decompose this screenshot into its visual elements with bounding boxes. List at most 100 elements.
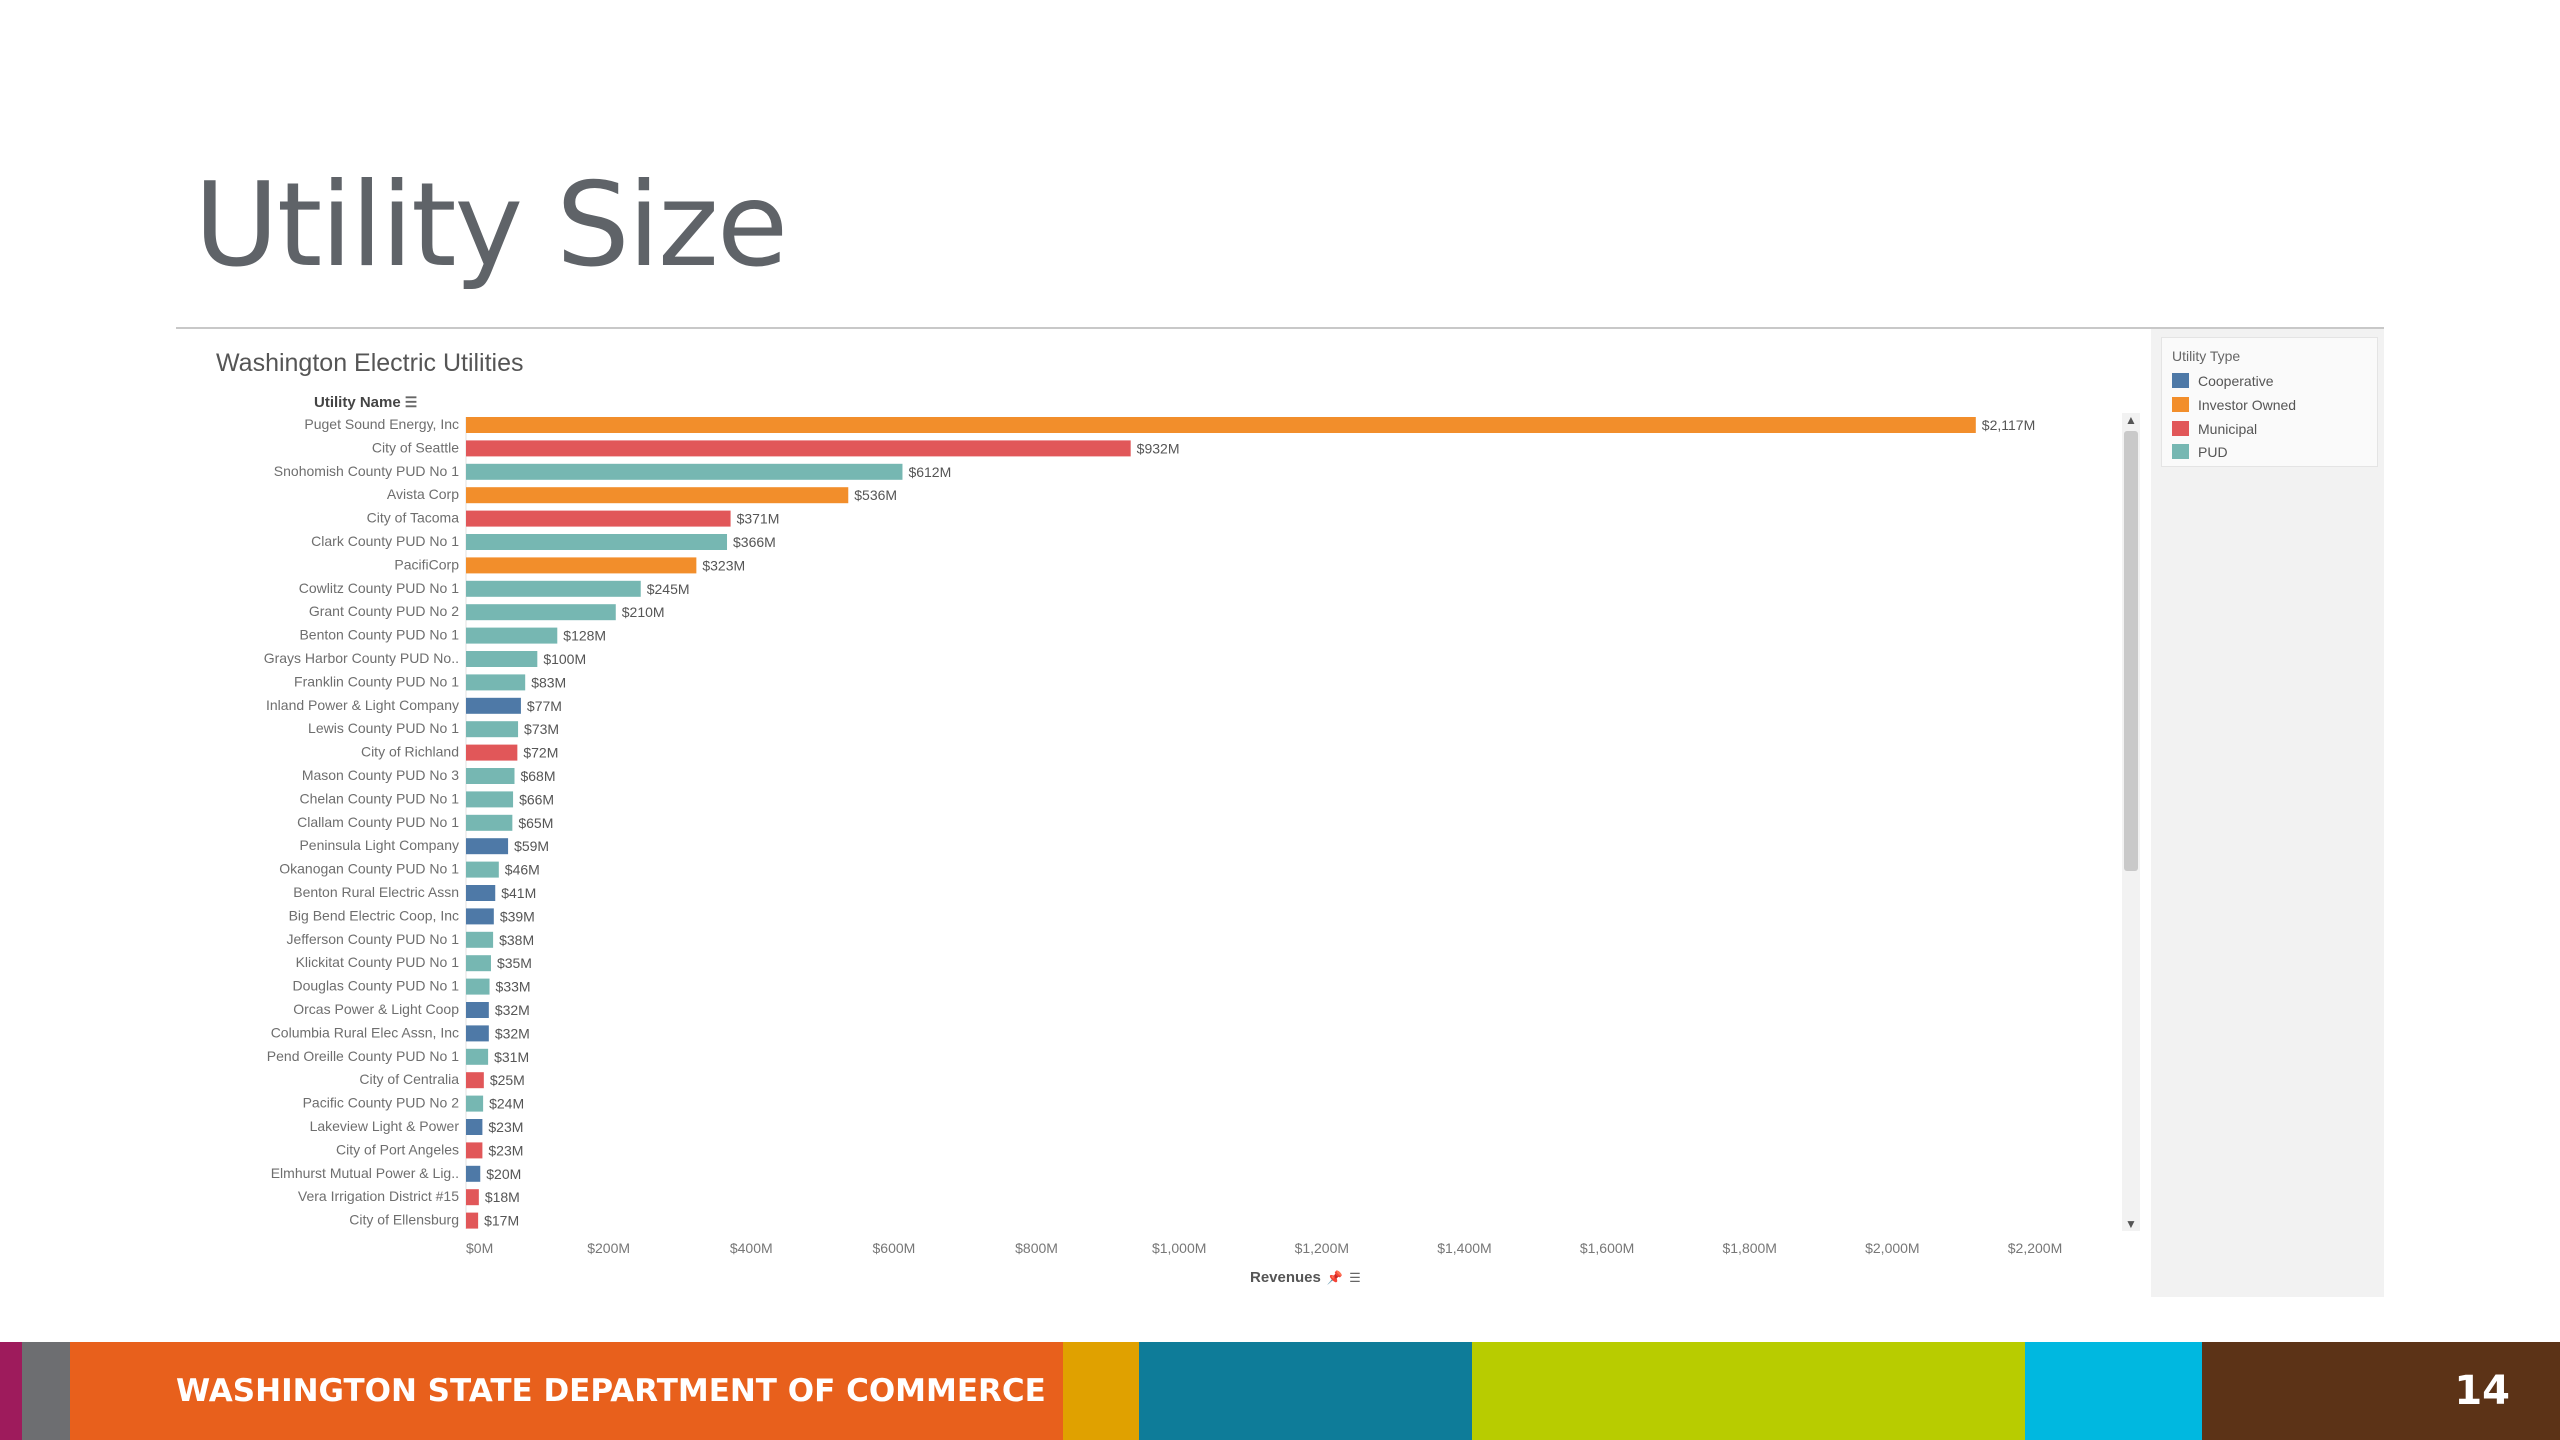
bar[interactable]	[466, 674, 526, 691]
page-number: 14	[2454, 1368, 2510, 1414]
legend-item-cooperative[interactable]: Cooperative	[2172, 372, 2274, 390]
legend: Utility Type Cooperative Investor Owned …	[2161, 337, 2378, 467]
bar[interactable]	[466, 440, 1131, 457]
bar[interactable]	[466, 768, 515, 784]
bar[interactable]	[466, 1095, 484, 1112]
bar[interactable]	[466, 1142, 483, 1159]
bar[interactable]	[466, 651, 538, 667]
bar[interactable]	[466, 885, 496, 901]
chevron-up-icon[interactable]: ▲	[2125, 413, 2137, 427]
category-label: City of Centralia	[359, 1071, 459, 1087]
x-tick-label: $0M	[466, 1240, 493, 1256]
legend-swatch	[2172, 421, 2189, 437]
legend-item-pud[interactable]: PUD	[2172, 443, 2228, 461]
bar[interactable]	[466, 908, 494, 925]
axis-title: Revenues 📌 ☰	[1250, 1269, 1361, 1286]
bar[interactable]	[466, 1002, 489, 1018]
category-label: Pend Oreille County PUD No 1	[267, 1048, 459, 1064]
data-label: $24M	[489, 1096, 524, 1112]
scrollbar[interactable]: ▲ ▼	[2122, 413, 2140, 1231]
data-label: $83M	[531, 674, 566, 690]
category-label: Avista Corp	[387, 486, 459, 502]
data-label: $39M	[500, 908, 535, 924]
legend-label: Investor Owned	[2198, 396, 2297, 413]
category-label: Clallam County PUD No 1	[297, 814, 459, 830]
category-label: Big Bend Electric Coop, Inc	[289, 907, 459, 923]
pin-icon[interactable]: 📌	[1326, 1270, 1344, 1285]
legend-swatch	[2172, 444, 2189, 460]
category-label: Jefferson County PUD No 1	[287, 931, 460, 947]
data-label: $46M	[505, 862, 540, 878]
bar[interactable]	[466, 791, 514, 808]
data-label: $17M	[484, 1213, 519, 1229]
footer-bar: WASHINGTON STATE DEPARTMENT OF COMMERCE …	[0, 1342, 2560, 1440]
data-label: $23M	[488, 1142, 523, 1158]
bar[interactable]	[466, 463, 903, 480]
bar[interactable]	[466, 955, 491, 972]
title-divider	[176, 327, 2384, 329]
legend-item-municipal[interactable]: Municipal	[2172, 420, 2257, 438]
axis-title-label: Revenues	[1250, 1269, 1321, 1286]
data-label: $68M	[520, 768, 555, 784]
scroll-thumb[interactable]	[2124, 431, 2138, 871]
data-label: $18M	[485, 1189, 520, 1205]
category-label: Benton County PUD No 1	[299, 627, 459, 643]
bar[interactable]	[466, 861, 499, 878]
bar[interactable]	[466, 534, 728, 550]
bar[interactable]	[466, 487, 849, 504]
bar[interactable]	[466, 978, 490, 995]
data-label: $23M	[488, 1119, 523, 1135]
category-label: City of Richland	[361, 744, 459, 760]
category-label: Inland Power & Light Company	[266, 697, 459, 713]
field-header-label: Utility Name	[314, 394, 401, 411]
data-label: $323M	[702, 557, 745, 573]
footer-color-segment	[2202, 1342, 2560, 1440]
bar[interactable]	[466, 931, 494, 948]
bar[interactable]	[466, 697, 521, 714]
bar[interactable]	[466, 1165, 481, 1182]
category-label: Pacific County PUD No 2	[303, 1095, 460, 1111]
field-header[interactable]: Utility Name ☰	[314, 394, 417, 411]
chevron-down-icon[interactable]: ▼	[2125, 1217, 2137, 1231]
bar[interactable]	[466, 1119, 483, 1135]
category-label: City of Port Angeles	[336, 1141, 459, 1157]
data-label: $33M	[496, 979, 531, 995]
footer-color-segment	[70, 1342, 1063, 1440]
bar[interactable]	[466, 580, 641, 597]
x-tick-label: $1,200M	[1295, 1240, 1349, 1256]
category-label: Mason County PUD No 3	[302, 767, 459, 783]
category-label: Clark County PUD No 1	[311, 533, 459, 549]
footer-color-segment	[22, 1342, 70, 1440]
legend-item-investor-owned[interactable]: Investor Owned	[2172, 396, 2296, 414]
data-label: $73M	[524, 721, 559, 737]
sort-icon[interactable]: ☰	[404, 394, 418, 410]
bar[interactable]	[466, 510, 731, 527]
bar[interactable]	[466, 1072, 484, 1089]
category-label: Franklin County PUD No 1	[294, 673, 459, 689]
bar[interactable]	[466, 814, 513, 831]
bar[interactable]	[466, 1048, 489, 1065]
category-label: Benton Rural Electric Assn	[293, 884, 459, 900]
bar[interactable]	[466, 838, 509, 855]
data-label: $59M	[514, 838, 549, 854]
bar[interactable]	[466, 604, 616, 621]
data-label: $2,117M	[1982, 417, 2035, 433]
footer-color-segment	[0, 1342, 22, 1440]
bar[interactable]	[466, 627, 558, 644]
bar[interactable]	[466, 1212, 479, 1229]
footer-text: WASHINGTON STATE DEPARTMENT OF COMMERCE	[176, 1373, 1046, 1409]
category-label: Peninsula Light Company	[299, 837, 459, 853]
data-label: $66M	[519, 791, 554, 807]
bar[interactable]	[466, 721, 519, 738]
footer-color-segment	[1472, 1342, 2025, 1440]
bar[interactable]	[466, 417, 1976, 433]
x-tick-label: $2,200M	[2008, 1240, 2062, 1256]
bar[interactable]	[466, 557, 697, 574]
bar[interactable]	[466, 744, 518, 761]
bar[interactable]	[466, 1189, 479, 1206]
category-label: PacifiCorp	[394, 556, 459, 572]
sort-icon[interactable]: ☰	[1349, 1270, 1361, 1285]
bar[interactable]	[466, 1025, 489, 1042]
data-label: $210M	[622, 604, 665, 620]
category-label: Orcas Power & Light Coop	[293, 1001, 459, 1017]
